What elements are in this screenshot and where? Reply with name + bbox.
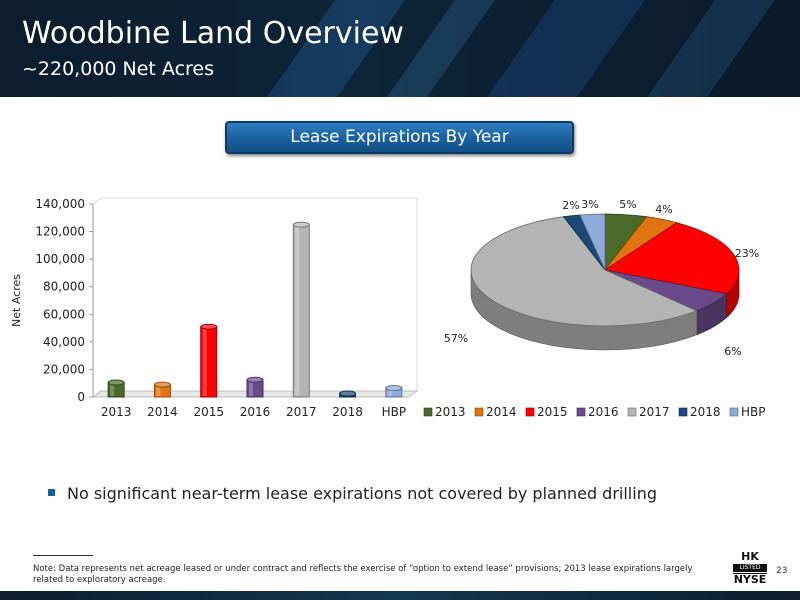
y-tick-label: 120,000 — [35, 225, 85, 239]
bar-2013 — [107, 379, 125, 398]
y-tick-label: 140,000 — [35, 197, 85, 211]
bar-cap — [246, 376, 264, 383]
bar-cap — [200, 323, 218, 330]
y-tick-label: 20,000 — [43, 362, 85, 376]
legend-swatch — [576, 407, 586, 417]
x-tick-label: 2016 — [240, 405, 271, 419]
bar-chart: 0 20,000 40,000 60,000 80,000 100,000 120,000 1… — [10, 197, 419, 419]
bar-highlight — [202, 327, 207, 396]
bar-highlight — [156, 385, 161, 396]
bar-highlight — [110, 383, 115, 396]
bar-HBP — [385, 385, 403, 398]
chart-banner: Lease Expirations By Year — [225, 121, 574, 154]
pie-label-HBP: 3% — [581, 198, 598, 211]
legend-label: HBP — [741, 405, 766, 419]
page-subtitle: ~220,000 Net Acres — [22, 58, 215, 80]
pie-slice-HBP — [579, 213, 606, 271]
legend-label: 2015 — [537, 405, 568, 419]
pie-slice-2017 — [470, 216, 698, 327]
x-tick-label: HBP — [382, 405, 407, 419]
x-tick-label: 2015 — [193, 405, 224, 419]
pie-label-2017: 57% — [444, 332, 468, 345]
legend-swatch — [525, 407, 535, 417]
bar-cap — [339, 390, 357, 397]
nyse-logo: HK LISTED NYSE — [733, 551, 767, 586]
bullet-point: No significant near-term lease expiratio… — [48, 484, 657, 503]
y-axis-label: Net Acres — [10, 274, 23, 327]
footnote-rule — [33, 555, 93, 556]
legend-item-2018: 2018 — [678, 405, 721, 419]
x-tick-label: 2018 — [332, 405, 363, 419]
legend-label: 2017 — [639, 405, 670, 419]
bar-2014 — [153, 381, 171, 398]
pie-label-2018: 2% — [562, 199, 579, 212]
page-number: 23 — [776, 566, 788, 576]
pie-label-2014: 4% — [655, 203, 672, 216]
bar-2016 — [246, 376, 264, 398]
header-band: Woodbine Land Overview ~220,000 Net Acre… — [0, 0, 800, 97]
legend-item-2017: 2017 — [627, 405, 670, 419]
bullet-square-icon — [48, 489, 55, 496]
legend-item-2014: 2014 — [474, 405, 517, 419]
y-tick-label: 80,000 — [43, 280, 85, 294]
y-tick-label: 40,000 — [43, 335, 85, 349]
legend-label: 2014 — [486, 405, 517, 419]
y-tick-label: 60,000 — [43, 307, 85, 321]
x-tick-label: 2017 — [286, 405, 317, 419]
pie-label-2013: 5% — [619, 198, 636, 211]
pie-label-2016: 6% — [724, 345, 741, 358]
legend-swatch — [678, 407, 688, 417]
bar-cap — [292, 221, 310, 228]
x-tick-label: 2013 — [101, 405, 132, 419]
logo-hk: HK — [741, 550, 759, 563]
legend-item-2016: 2016 — [576, 405, 619, 419]
header-stripe — [470, 0, 660, 97]
y-tick-label: 0 — [77, 390, 85, 404]
bar-highlight — [249, 380, 253, 396]
plot-wall — [92, 197, 418, 398]
bar-cap — [107, 379, 125, 386]
footnote: Note: Data represents net acreage leased… — [33, 564, 693, 585]
bar-2018 — [339, 390, 357, 398]
bar-highlight — [387, 389, 392, 396]
pie-slice-2015 — [603, 222, 740, 295]
logo-listed: LISTED — [733, 564, 767, 572]
logo-nyse: NYSE — [733, 573, 767, 586]
pie-chart: 5% 4% 23% 6% 57% 2% 3% 2013 2014 2015 2016 2017 2018… — [423, 198, 766, 419]
legend-swatch — [423, 407, 433, 417]
bar-2015 — [200, 323, 218, 398]
bar-highlight — [295, 225, 300, 396]
legend-label: 2018 — [690, 405, 721, 419]
bar-cap — [385, 385, 403, 392]
legend-item-2013: 2013 — [423, 405, 466, 419]
bar-2017 — [292, 221, 310, 398]
legend-swatch — [474, 407, 484, 417]
legend-swatch — [627, 407, 637, 417]
legend-label: 2016 — [588, 405, 619, 419]
x-tick-label: 2014 — [147, 405, 178, 419]
legend-item-2015: 2015 — [525, 405, 568, 419]
header-stripe — [630, 0, 790, 97]
legend-label: 2013 — [435, 405, 466, 419]
pie-label-2015: 23% — [735, 247, 759, 260]
bullet-text: No significant near-term lease expiratio… — [67, 484, 657, 503]
bar-cap — [153, 381, 171, 388]
page-title: Woodbine Land Overview — [22, 16, 404, 51]
y-tick-label: 100,000 — [35, 252, 85, 266]
legend-item-HBP: HBP — [729, 405, 766, 419]
footer-bar — [0, 591, 800, 600]
legend-swatch — [729, 407, 739, 417]
